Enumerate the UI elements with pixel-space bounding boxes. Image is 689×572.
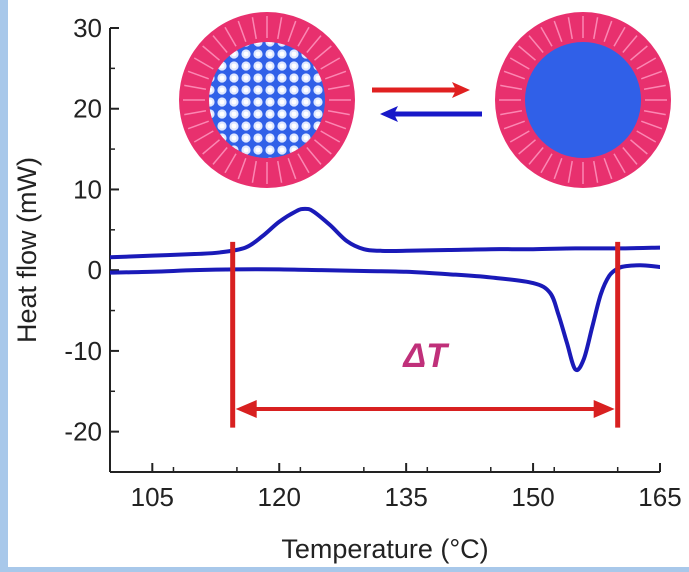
- delta-t-annotation: ΔT: [230, 241, 621, 428]
- x-tick-label: 135: [384, 482, 427, 512]
- nanoparticle-crystalline-core-icon: [179, 12, 355, 188]
- y-tick-label: -20: [64, 417, 102, 447]
- y-tick-label: 20: [73, 94, 102, 124]
- delta-t-arrowhead-right: [593, 400, 615, 419]
- y-tick-label: 30: [73, 13, 102, 43]
- y-tick-label: 10: [73, 174, 102, 204]
- y-tick-label: 0: [88, 255, 102, 285]
- heating-curve: [110, 263, 660, 373]
- x-tick-label: 150: [511, 482, 554, 512]
- x-axis-label: Temperature (°C): [281, 534, 488, 564]
- reversible-arrows-icon: [372, 82, 482, 122]
- delta-t-arrowhead-left: [235, 400, 257, 419]
- left-margin-band: [0, 0, 8, 567]
- x-tick-label: 165: [638, 482, 681, 512]
- nanoparticle-liquid-core-icon: [495, 12, 671, 188]
- delta-t-label: ΔT: [401, 337, 450, 375]
- cooling-curve: [110, 206, 660, 260]
- y-axis-label: Heat flow (mW): [12, 157, 42, 343]
- x-tick-label: 120: [258, 482, 301, 512]
- axes: 30 20 10 0 -10 -20 105 120 135 150 165: [64, 13, 681, 512]
- y-tick-label: -10: [64, 336, 102, 366]
- x-tick-label: 105: [131, 482, 174, 512]
- curves: [110, 206, 660, 373]
